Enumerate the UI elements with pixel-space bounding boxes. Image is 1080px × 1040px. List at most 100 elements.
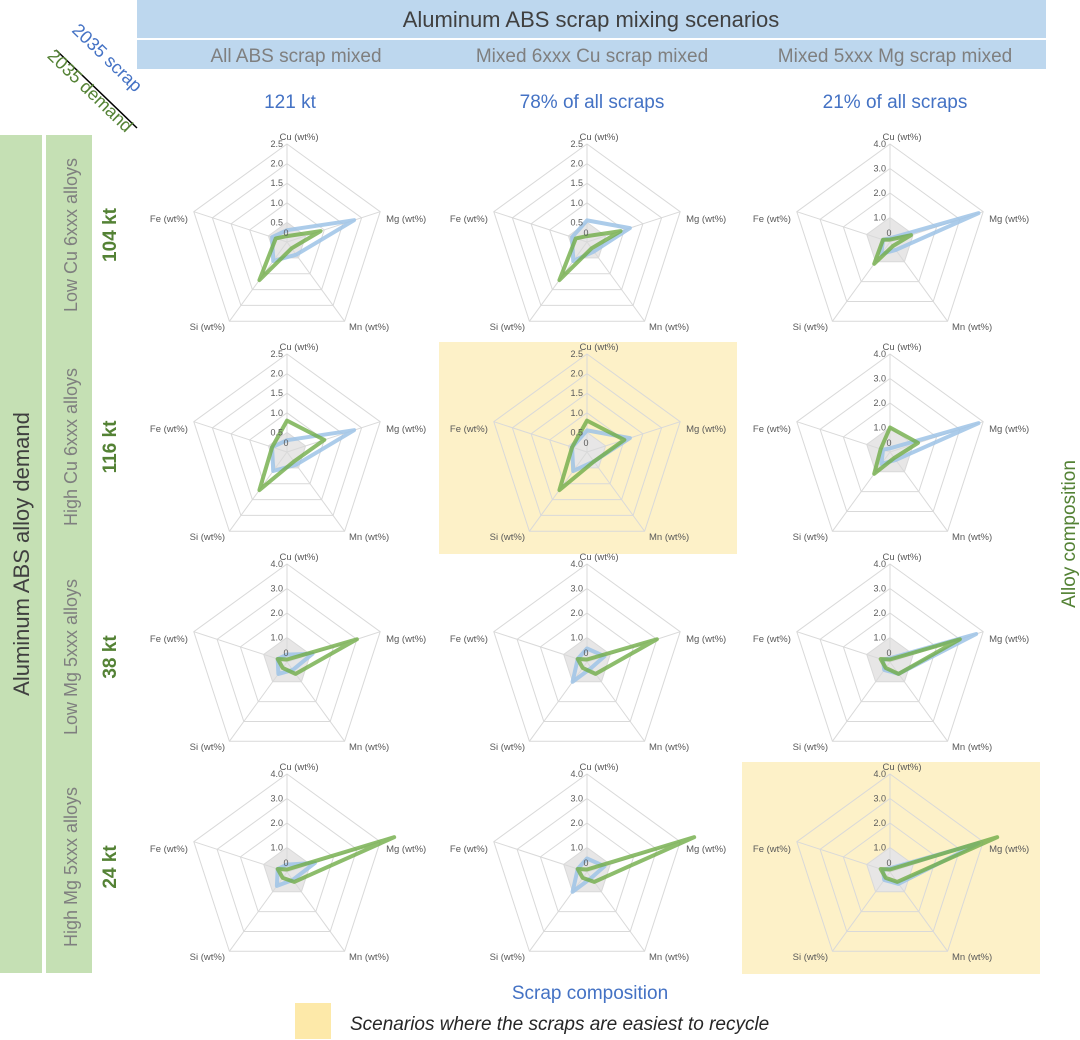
grid-ring-r2c3-2: [842, 402, 938, 493]
axis-label-r4c1-si: Si (wt%): [190, 952, 225, 963]
axis-label-r1c3-si: Si (wt%): [793, 322, 828, 333]
tick-label-r1c3-2: 2.0: [873, 188, 886, 198]
column-header-6xxx-cu: Mixed 6xxx Cu scrap mixed: [476, 46, 708, 67]
tick-label-r2c1-0: 0: [283, 438, 288, 448]
axis-label-r2c1-si: Si (wt%): [190, 532, 225, 543]
demand-series-r3c3: [878, 637, 962, 676]
tick-label-r3c1-2: 2.0: [270, 608, 283, 618]
row-header-low-cu-6xxx: Low Cu 6xxx alloys: [61, 158, 81, 312]
tick-label-r1c1-3: 1.5: [270, 178, 283, 188]
axis-label-r1c1-cu: Cu (wt%): [279, 132, 318, 143]
tick-label-r4c1-1: 1.0: [270, 843, 283, 853]
tick-label-r2c3-1: 1.0: [873, 423, 886, 433]
tick-label-r2c2-1: 0.5: [570, 427, 583, 437]
tick-label-r4c3-0: 0: [886, 858, 891, 868]
spoke-r3c1-fe: [193, 631, 288, 663]
spoke-r1c3-mn: [889, 241, 949, 322]
spoke-r1c2-mn: [586, 241, 646, 322]
spoke-r4c1-mn: [286, 871, 346, 952]
header-title-band: [137, 0, 1046, 38]
spoke-r4c2-fe: [493, 841, 588, 873]
grid-ring-r2c3-3: [819, 377, 961, 512]
tick-label-r2c1-1: 0.5: [270, 427, 283, 437]
axis-label-r2c1-cu: Cu (wt%): [279, 342, 318, 353]
axis-label-r2c2-fe: Fe (wt%): [450, 424, 488, 435]
axis-label-r1c2-si: Si (wt%): [490, 322, 525, 333]
tick-label-r2c3-4: 4.0: [873, 349, 886, 359]
tick-label-r3c1-4: 4.0: [270, 559, 283, 569]
axis-label-r3c1-fe: Fe (wt%): [150, 634, 188, 645]
axis-label-r4c1-mn: Mn (wt%): [349, 952, 389, 963]
axis-label-r1c3-cu: Cu (wt%): [882, 132, 921, 143]
spoke-r4c2-mn: [586, 871, 646, 952]
axis-label-r4c3-cu: Cu (wt%): [882, 762, 921, 773]
grid-ring-r4c2-4: [493, 773, 681, 952]
axis-label-r1c3-mg: Mg (wt%): [989, 214, 1029, 225]
tick-label-r4c3-4: 4.0: [873, 769, 886, 779]
demand-amount-low-mg-5xxx: 38 kt: [100, 635, 121, 679]
tick-label-r2c1-5: 2.5: [270, 349, 283, 359]
axis-label-r3c1-si: Si (wt%): [190, 742, 225, 753]
radar-r3c1: 01.0 2.0 3.0 4.0Cu (wt%) Mg (wt%) Mn (wt%) Si …: [150, 552, 426, 753]
radar-r2c1: 00.5 1.0 1.5 2.0 2.5Cu (wt%) Mg (wt%) Mn (wt%)…: [150, 342, 426, 543]
axis-label-r2c2-si: Si (wt%): [490, 532, 525, 543]
tick-label-r1c3-0: 0: [886, 228, 891, 238]
axis-label-r2c1-mg: Mg (wt%): [386, 424, 426, 435]
axis-label-r1c1-si: Si (wt%): [190, 322, 225, 333]
axis-label-r3c3-mg: Mg (wt%): [989, 634, 1029, 645]
tick-label-r4c2-2: 2.0: [570, 818, 583, 828]
tick-label-r2c2-5: 2.5: [570, 349, 583, 359]
axis-label-r1c3-fe: Fe (wt%): [753, 214, 791, 225]
tick-label-r3c2-0: 0: [583, 648, 588, 658]
axis-label-r4c1-cu: Cu (wt%): [279, 762, 318, 773]
tick-label-r1c2-3: 1.5: [570, 178, 583, 188]
axis-label-r1c1-mg: Mg (wt%): [386, 214, 426, 225]
axis-label-r1c1-fe: Fe (wt%): [150, 214, 188, 225]
side-title-band: [0, 135, 42, 973]
grid-ring-r3c2-3: [516, 587, 658, 722]
tick-label-r2c1-4: 2.0: [270, 369, 283, 379]
spoke-r1c1-mg: [286, 211, 381, 243]
demand-series-r2c2: [557, 418, 627, 493]
tick-label-r3c1-1: 1.0: [270, 633, 283, 643]
axis-label-r3c2-mg: Mg (wt%): [686, 634, 726, 645]
grid-ring-r3c2-4: [493, 563, 681, 742]
grid-ring-r3c3-4: [796, 563, 984, 742]
axis-label-r1c2-fe: Fe (wt%): [450, 214, 488, 225]
axis-label-r2c3-cu: Cu (wt%): [882, 342, 921, 353]
axis-label-r1c3-mn: Mn (wt%): [952, 322, 992, 333]
grid-ring-r1c1-4: [211, 162, 363, 306]
axis-label-r2c1-fe: Fe (wt%): [150, 424, 188, 435]
grid-ring-r3c1-2: [239, 612, 335, 703]
row-header-low-mg-5xxx: Low Mg 5xxx alloys: [61, 579, 81, 735]
grid-ring-r1c3-4: [796, 143, 984, 322]
demand-amount-high-mg-5xxx: 24 kt: [100, 845, 121, 889]
demand-amount-high-cu-6xxx: 116 kt: [100, 420, 121, 473]
spoke-r3c2-fe: [493, 631, 588, 663]
row-header-high-cu-6xxx: High Cu 6xxx alloys: [61, 368, 81, 526]
spoke-r4c1-fe: [193, 841, 288, 873]
legend-highlight-swatch: [295, 1003, 331, 1039]
tick-label-r1c2-4: 2.0: [570, 159, 583, 169]
demand-series-r2c1: [257, 418, 327, 493]
grid-ring-r2c2-4: [511, 372, 663, 516]
tick-label-r2c3-0: 0: [886, 438, 891, 448]
grid-ring-r1c3-3: [819, 167, 961, 302]
grid-ring-r2c1-5: [193, 353, 381, 532]
radar-r4c3: 01.0 2.0 3.0 4.0Cu (wt%) Mg (wt%) Mn (wt%) Si …: [742, 762, 1040, 974]
grid-ring-r2c3-4: [796, 353, 984, 532]
grid-ring-r1c3-2: [842, 192, 938, 283]
radar-r1c2: 00.5 1.0 1.5 2.0 2.5Cu (wt%) Mg (wt%) Mn (wt%)…: [450, 132, 726, 333]
axis-label-r1c2-cu: Cu (wt%): [579, 132, 618, 143]
tick-label-r1c1-1: 0.5: [270, 217, 283, 227]
axis-label-r2c3-mg: Mg (wt%): [989, 424, 1029, 435]
demand-series-r4c3: [878, 835, 1000, 884]
grid-ring-r3c1-3: [216, 587, 358, 722]
axis-label-r1c2-mg: Mg (wt%): [686, 214, 726, 225]
axis-label-r1c2-mn: Mn (wt%): [649, 322, 689, 333]
scrap-amount-all-abs: 121 kt: [264, 92, 316, 113]
grid-ring-r4c3-4: [796, 773, 984, 952]
corner-divider-line: [55, 49, 138, 129]
tick-label-r4c1-0: 0: [283, 858, 288, 868]
